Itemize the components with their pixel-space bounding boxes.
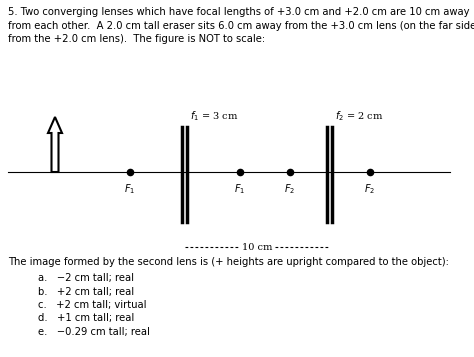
Point xyxy=(286,169,294,175)
Point xyxy=(126,169,134,175)
Text: The image formed by the second lens is (+ heights are upright compared to the ob: The image formed by the second lens is (… xyxy=(8,257,449,267)
Text: d.   +1 cm tall; real: d. +1 cm tall; real xyxy=(38,313,134,323)
Text: c.   +2 cm tall; virtual: c. +2 cm tall; virtual xyxy=(38,300,146,310)
Text: $F_2$: $F_2$ xyxy=(365,182,375,196)
Text: $f_1$ = 3 cm: $f_1$ = 3 cm xyxy=(190,109,238,123)
Text: 10 cm: 10 cm xyxy=(242,242,273,251)
Point xyxy=(366,169,374,175)
Polygon shape xyxy=(48,117,62,172)
Text: $F_2$: $F_2$ xyxy=(284,182,296,196)
Text: e.   −0.29 cm tall; real: e. −0.29 cm tall; real xyxy=(38,327,150,337)
Text: b.   +2 cm tall; real: b. +2 cm tall; real xyxy=(38,287,134,297)
Text: a.   −2 cm tall; real: a. −2 cm tall; real xyxy=(38,273,134,283)
Text: $f_2$ = 2 cm: $f_2$ = 2 cm xyxy=(335,109,383,123)
Text: $F_1$: $F_1$ xyxy=(234,182,246,196)
Text: 5. Two converging lenses which have focal lengths of +3.0 cm and +2.0 cm are 10 : 5. Two converging lenses which have foca… xyxy=(8,7,474,44)
Point xyxy=(236,169,244,175)
Text: $F_1$: $F_1$ xyxy=(124,182,136,196)
